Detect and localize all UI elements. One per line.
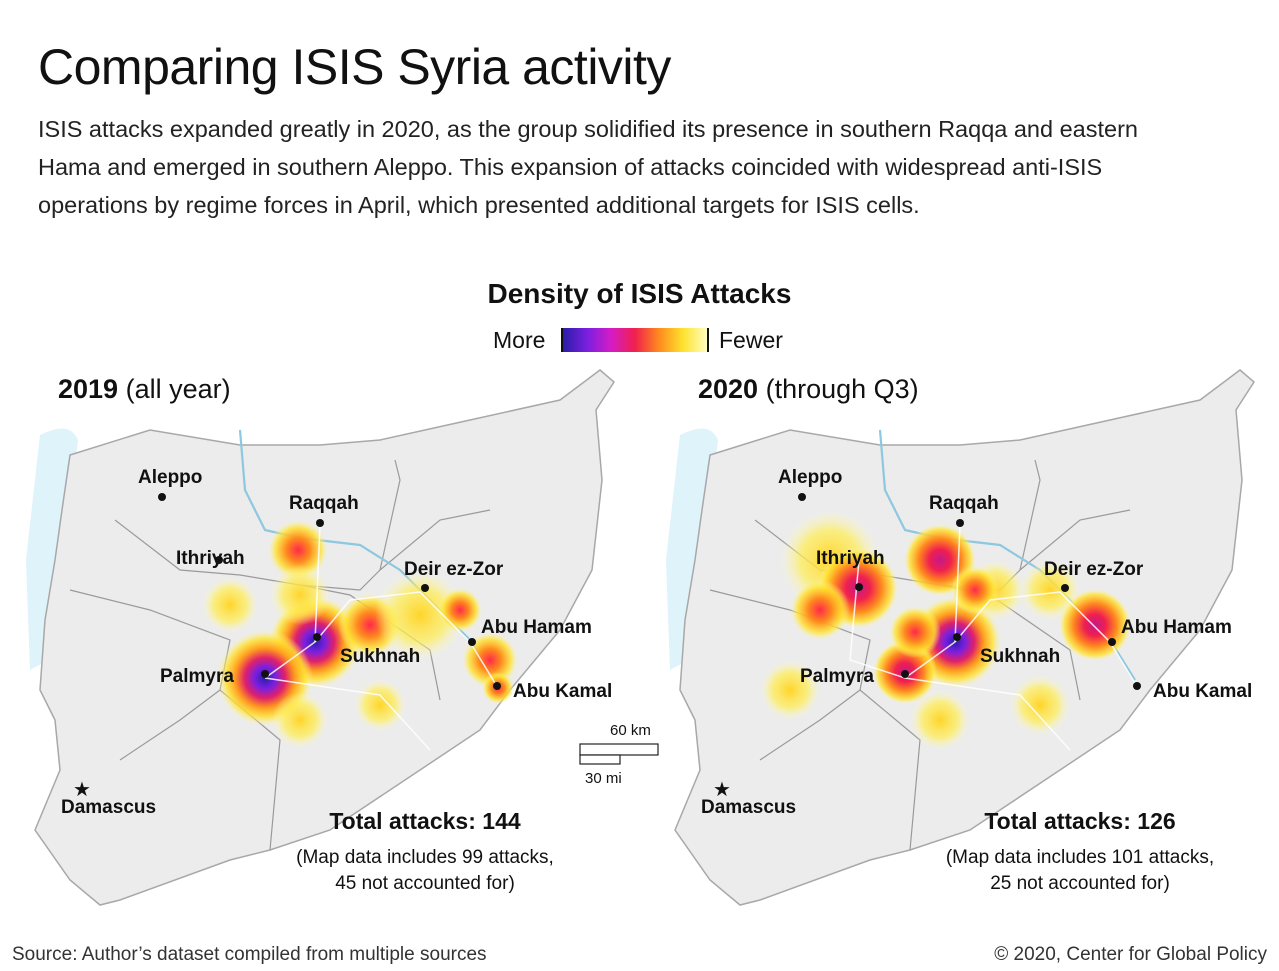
copyright-note: © 2020, Center for Global Policy bbox=[994, 944, 1267, 965]
map-year-label: 2020 (through Q3) bbox=[698, 374, 919, 404]
city-dot-aleppo bbox=[158, 493, 166, 501]
legend-fewer-label: Fewer bbox=[719, 327, 783, 353]
city-label-damascus: Damascus bbox=[61, 797, 157, 818]
legend-more-label: More bbox=[493, 327, 546, 353]
totals-block: Total attacks: 144 (Map data includes 99… bbox=[245, 808, 605, 897]
city-label-sukhnah: Sukhnah bbox=[340, 646, 421, 667]
city-label-palmyra: Palmyra bbox=[800, 666, 874, 687]
city-dot-sukhnah bbox=[313, 633, 321, 641]
city-label-deir-ez-zor: Deir ez-Zor bbox=[1044, 559, 1144, 580]
city-label-abu-kamal: Abu Kamal bbox=[513, 681, 613, 702]
star-icon: ★ bbox=[713, 779, 731, 801]
map-data-note: (Map data includes 99 attacks, 45 not ac… bbox=[296, 847, 554, 894]
city-dot-raqqah bbox=[316, 519, 324, 527]
city-label-raqqah: Raqqah bbox=[289, 493, 359, 514]
city-dot-raqqah bbox=[956, 519, 964, 527]
syria-map-2019: ★ bbox=[26, 369, 615, 906]
scale-mi-label: 30 mi bbox=[585, 770, 622, 787]
city-dot-deir-ez-zor bbox=[421, 584, 429, 592]
city-dot-ithriyah bbox=[855, 583, 863, 591]
map-data-note: (Map data includes 101 attacks, 25 not a… bbox=[945, 847, 1215, 894]
city-label-palmyra: Palmyra bbox=[160, 666, 234, 687]
legend-title: Density of ISIS Attacks bbox=[487, 278, 792, 309]
city-dot-palmyra bbox=[261, 670, 269, 678]
star-icon: ★ bbox=[73, 779, 91, 801]
city-label-abu-kamal: Abu Kamal bbox=[1153, 681, 1253, 702]
city-dot-palmyra bbox=[901, 670, 909, 678]
scale-bar bbox=[579, 743, 659, 765]
city-dot-abu-kamal bbox=[1133, 682, 1141, 690]
city-label-deir-ez-zor: Deir ez-Zor bbox=[404, 559, 504, 580]
totals-block: Total attacks: 126 (Map data includes 10… bbox=[900, 808, 1260, 897]
total-attacks: Total attacks: 144 bbox=[329, 808, 521, 834]
city-dot-ithriyah bbox=[215, 556, 223, 564]
density-color-scale bbox=[561, 328, 709, 352]
city-label-aleppo: Aleppo bbox=[138, 467, 203, 488]
page-subtitle: ISIS attacks expanded greatly in 2020, a… bbox=[38, 116, 1138, 218]
city-label-abu-hamam: Abu Hamam bbox=[1121, 617, 1232, 638]
city-label-sukhnah: Sukhnah bbox=[980, 646, 1061, 667]
scale-km-label: 60 km bbox=[610, 722, 651, 739]
city-label-ithriyah: Ithriyah bbox=[816, 548, 885, 569]
city-dot-abu-hamam bbox=[1108, 638, 1116, 646]
city-label-raqqah: Raqqah bbox=[929, 493, 999, 514]
city-label-abu-hamam: Abu Hamam bbox=[481, 617, 592, 638]
syria-map-2020: ★ bbox=[666, 369, 1255, 906]
city-dot-deir-ez-zor bbox=[1061, 584, 1069, 592]
city-label-ithriyah: Ithriyah bbox=[176, 548, 245, 569]
city-dot-aleppo bbox=[798, 493, 806, 501]
map-2019: ★ 2019 (all year) Aleppo Raqqah Ithriyah… bbox=[0, 360, 640, 920]
city-label-damascus: Damascus bbox=[701, 797, 797, 818]
city-dot-abu-hamam bbox=[468, 638, 476, 646]
source-note: Source: Author’s dataset compiled from m… bbox=[12, 944, 487, 965]
map-2020: ★ 2020 (through Q3) Aleppo Raqqah Ithriy… bbox=[640, 360, 1279, 920]
total-attacks: Total attacks: 126 bbox=[984, 808, 1176, 834]
page-title: Comparing ISIS Syria activity bbox=[38, 39, 671, 95]
map-year-label: 2019 (all year) bbox=[58, 374, 231, 404]
city-dot-sukhnah bbox=[953, 633, 961, 641]
city-dot-abu-kamal bbox=[493, 682, 501, 690]
city-label-aleppo: Aleppo bbox=[778, 467, 843, 488]
